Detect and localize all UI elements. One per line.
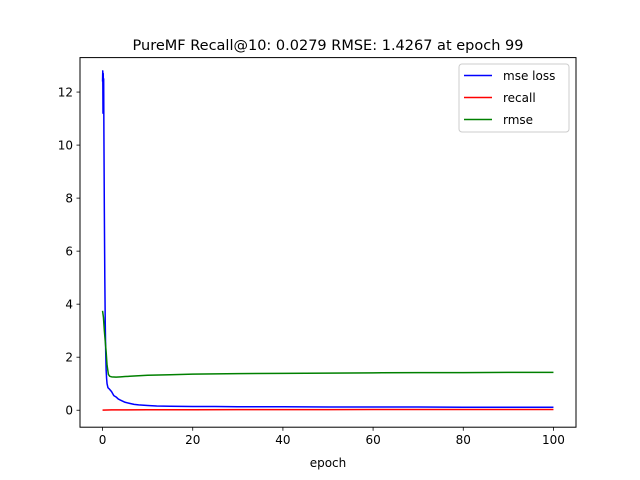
x-axis-label: epoch bbox=[310, 456, 347, 470]
y-tick-label: 2 bbox=[65, 351, 73, 365]
legend-frame bbox=[458, 63, 570, 133]
plot-area bbox=[101, 70, 554, 411]
x-tick-label: 100 bbox=[542, 433, 565, 447]
y-tick-label: 8 bbox=[65, 191, 73, 205]
x-tick-label: 20 bbox=[185, 433, 200, 447]
x-tick-label: 80 bbox=[456, 433, 471, 447]
x-axis: 0 20 40 60 80 100 bbox=[99, 427, 565, 447]
legend: mse loss recall rmse bbox=[458, 63, 570, 133]
series-line-rmse bbox=[101, 310, 554, 378]
legend-label-recall: recall bbox=[503, 91, 536, 105]
chart-title: PureMF Recall@10: 0.0279 RMSE: 1.4267 at… bbox=[133, 38, 524, 54]
y-axis: 0 2 4 6 8 10 12 bbox=[58, 85, 80, 418]
legend-label-mse-loss: mse loss bbox=[503, 69, 555, 83]
series-line-recall bbox=[102, 408, 554, 411]
x-tick-label: 40 bbox=[275, 433, 290, 447]
series-line-mse-loss bbox=[101, 70, 554, 409]
y-tick-label: 4 bbox=[65, 297, 73, 311]
x-tick-label: 0 bbox=[99, 433, 107, 447]
y-tick-label: 12 bbox=[58, 85, 73, 99]
y-tick-label: 10 bbox=[58, 138, 73, 152]
legend-label-rmse: rmse bbox=[503, 113, 533, 127]
plot-frame bbox=[79, 57, 577, 428]
x-tick-label: 60 bbox=[365, 433, 380, 447]
y-tick-label: 6 bbox=[65, 244, 73, 258]
y-tick-label: 0 bbox=[65, 404, 73, 418]
